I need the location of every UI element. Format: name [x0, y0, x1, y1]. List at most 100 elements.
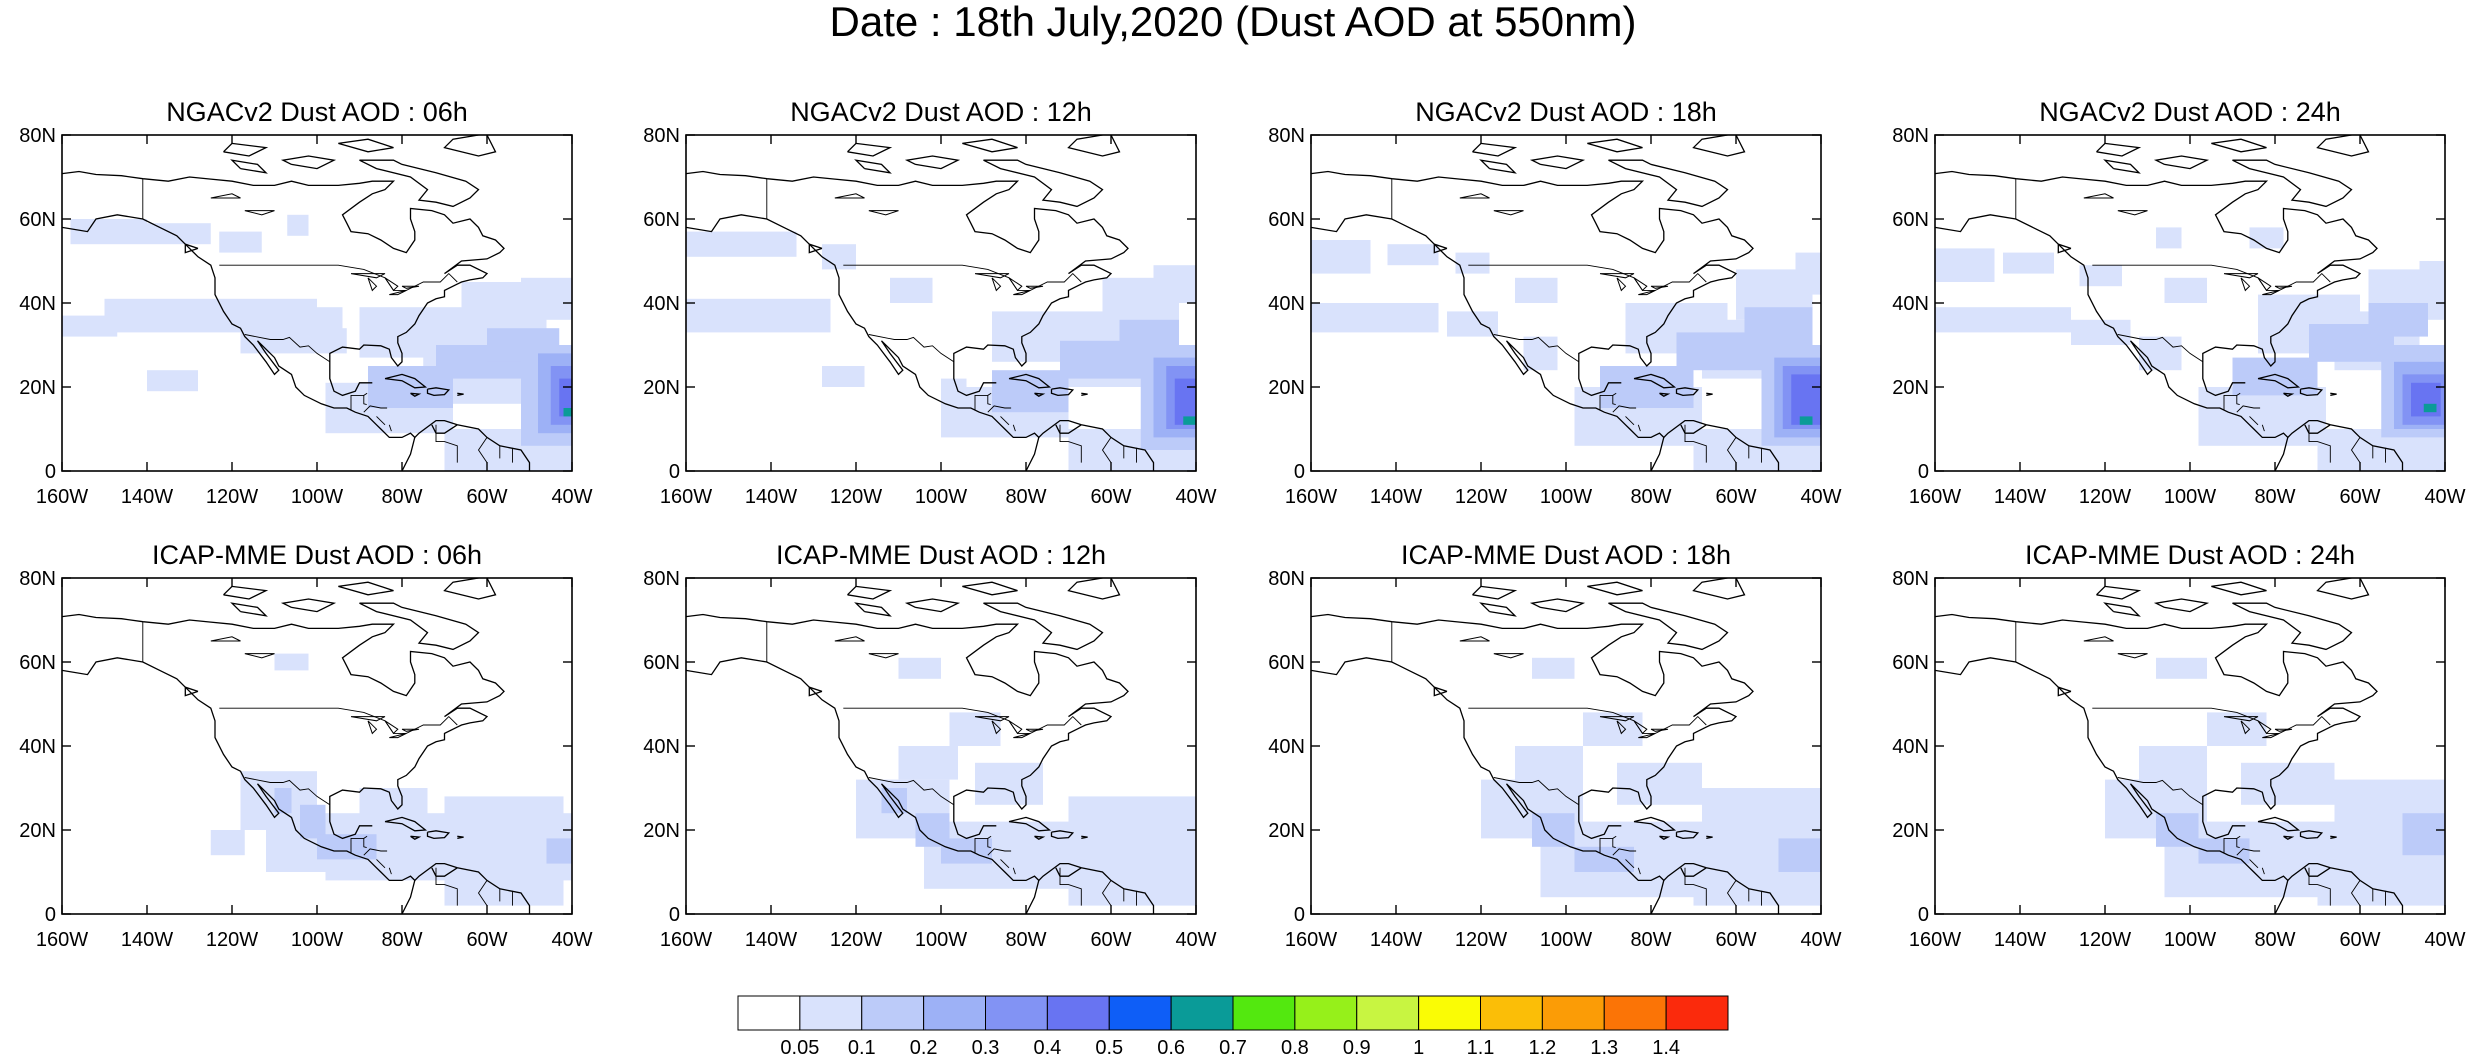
lake-outline: [1638, 289, 1656, 296]
coastline: [854, 159, 892, 174]
lake-outline: [2262, 289, 2280, 296]
coastline: [686, 657, 1155, 914]
coastline: [1311, 170, 1754, 397]
coastline: [2211, 581, 2267, 596]
country-border: [244, 777, 331, 806]
coastline: [2257, 816, 2301, 832]
coastline: [1008, 816, 1052, 832]
panel-title: NGACv2 Dust AOD : 12h: [790, 97, 1092, 127]
lat-tick-label: 0: [1294, 904, 1305, 926]
coastline: [62, 170, 505, 397]
lon-tick-label: 140W: [1994, 486, 2046, 508]
dust-cell: [2317, 872, 2445, 906]
coastline: [1680, 424, 1707, 434]
map-panel: ICAP-MME Dust AOD : 24h 160W 140W 120W 100W 8…: [1892, 540, 2465, 951]
lat-tick-label: 20N: [643, 377, 680, 399]
dust-cell: [219, 231, 262, 253]
dust-cell: [2249, 227, 2284, 249]
lake-outline: [2117, 210, 2148, 216]
country-border: [350, 392, 368, 411]
coastline: [1067, 135, 1121, 157]
lake-outline: [210, 636, 241, 642]
coastline: [1659, 392, 1671, 397]
coastline: [223, 585, 269, 600]
dust-cell: [1068, 872, 1196, 906]
coastline: [2304, 867, 2331, 877]
lon-tick-label: 100W: [915, 486, 967, 508]
dust-field: [2105, 657, 2445, 906]
lake-outline: [389, 732, 407, 739]
dust-cell: [274, 653, 309, 671]
lat-tick-label: 80N: [19, 125, 56, 147]
dust-cell: [2156, 657, 2207, 679]
lat-tick-label: 40N: [19, 736, 56, 758]
dust-cell: [686, 298, 831, 333]
lake-outline: [1616, 720, 1627, 735]
coastline: [847, 142, 893, 157]
coastline: [1587, 138, 1643, 153]
lat-tick-label: 0: [1918, 461, 1929, 483]
dust-cell: [1795, 252, 1821, 295]
lake-outline: [389, 289, 407, 296]
coastline: [401, 880, 416, 914]
country-border: [974, 835, 992, 854]
country-border: [1599, 835, 1617, 854]
lake-outline: [2083, 193, 2114, 199]
dust-field: [1311, 240, 1821, 471]
lat-tick-label: 60N: [643, 652, 680, 674]
lon-tick-label: 100W: [1540, 486, 1592, 508]
dust-cell: [2232, 357, 2318, 396]
lon-tick-label: 140W: [1994, 929, 2046, 951]
dust-cell: [1311, 240, 1371, 274]
coastline: [983, 602, 1104, 651]
lon-tick-label: 40W: [551, 486, 592, 508]
country-border: [868, 777, 955, 806]
coastline: [62, 214, 531, 471]
country-border: [2261, 867, 2265, 875]
dust-cell: [559, 378, 572, 417]
map-outlines: [1935, 135, 2445, 471]
country-border: [2350, 437, 2361, 463]
dust-cell: [2402, 813, 2445, 856]
country-border: [1000, 859, 1010, 869]
lon-tick-label: 140W: [745, 929, 797, 951]
coastline: [280, 598, 337, 613]
coastline: [1479, 602, 1517, 617]
map-panel: NGACv2 Dust AOD : 24h 160W 140W 120W 100W 80W…: [1892, 97, 2465, 508]
lat-tick-label: 60N: [19, 652, 56, 674]
country-border: [435, 867, 458, 906]
lake-outline: [367, 720, 378, 735]
panel-title: ICAP-MME Dust AOD : 12h: [776, 540, 1106, 570]
lat-tick-label: 20N: [19, 820, 56, 842]
dust-cell: [1935, 248, 1995, 282]
coastline: [808, 686, 823, 697]
coastline: [338, 581, 394, 596]
dust-field: [1481, 657, 1821, 906]
dust-cell: [287, 214, 309, 236]
coastline: [280, 155, 337, 170]
lake-outline: [244, 210, 275, 216]
coastline: [401, 437, 416, 471]
coastline: [230, 602, 268, 617]
lon-tick-label: 60W: [1090, 929, 1131, 951]
lat-tick-label: 60N: [1268, 209, 1305, 231]
lake-outline: [1013, 732, 1031, 739]
lon-tick-label: 120W: [1455, 486, 1507, 508]
dust-cell: [1523, 336, 1558, 371]
coastline: [2057, 686, 2072, 697]
lat-tick-label: 0: [1294, 461, 1305, 483]
lat-tick-label: 0: [45, 904, 56, 926]
map-panel: NGACv2 Dust AOD : 12h 160W 140W 120W 100W 80W…: [643, 97, 1216, 508]
dust-cell: [147, 370, 198, 392]
dust-field: [856, 657, 1196, 906]
coastline: [2316, 135, 2370, 157]
country-border: [1612, 838, 1616, 849]
lat-tick-label: 40N: [1892, 293, 1929, 315]
figure-title: Date : 18th July,2020 (Dust AOD at 550nm…: [829, 0, 1637, 45]
lake-outline: [868, 210, 899, 216]
lake-outline: [1008, 720, 1023, 735]
dust-cell: [444, 796, 564, 830]
country-border: [2308, 867, 2331, 906]
lon-tick-label: 60W: [1090, 486, 1131, 508]
coastline: [457, 835, 464, 840]
